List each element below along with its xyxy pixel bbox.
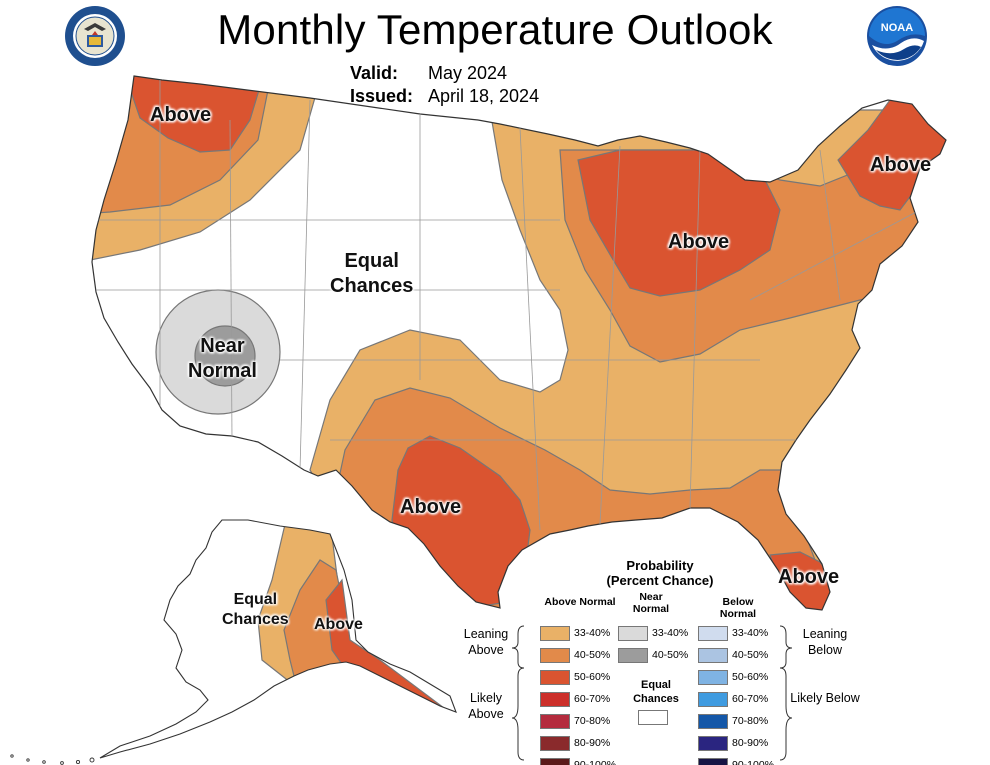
state-boundaries (96, 80, 921, 531)
label-central-equal: Equal Chances (330, 249, 413, 299)
legend-below-swatch (698, 758, 728, 765)
label-alaska-equal-line1: Equal (233, 591, 278, 608)
label-alaska-equal: Equal Chances (222, 590, 289, 630)
legend-above-swatch (540, 736, 570, 751)
legend-above-swatch (540, 626, 570, 641)
legend-near-range-label: 33-40% (652, 627, 689, 639)
label-great-lakes: Above (668, 231, 730, 253)
legend-below-swatch (698, 648, 728, 663)
legend-above-range-label: 70-80% (574, 715, 611, 727)
legend-near-swatch (618, 648, 648, 663)
label-texas: Above (400, 496, 462, 518)
noaa-logo-icon: NOAA (867, 6, 927, 66)
legend-below-swatch (698, 714, 728, 729)
legend-equal-chances: Equal Chances (633, 679, 679, 705)
alaska-probability-shading (257, 520, 456, 721)
valid-value: May 2024 (428, 63, 508, 83)
legend-below-range-label: 90-100% (732, 759, 775, 765)
legend-col-above: Above Normal (544, 596, 616, 608)
legend-above-swatch (540, 758, 570, 765)
legend-leaning-below: Leaning Below (802, 627, 848, 657)
legend-below-swatch (698, 692, 728, 707)
issued-label: Issued: (350, 86, 414, 106)
legend-near-swatch (618, 626, 648, 641)
legend-above-range-label: 80-90% (574, 737, 611, 749)
legend-brackets (511, 625, 793, 761)
label-alaska-equal-line2: Chances (222, 611, 289, 628)
legend-above-swatch (540, 648, 570, 663)
legend-below-range-label: 40-50% (732, 649, 769, 661)
label-northeast: Above (870, 154, 932, 176)
legend-title: Probability (626, 558, 694, 573)
legend-below-range-label: 33-40% (732, 627, 769, 639)
commerce-seal-icon (65, 6, 125, 66)
legend-below-range-label: 50-60% (732, 671, 769, 683)
issued-value: April 18, 2024 (428, 86, 540, 106)
legend-subtitle: (Percent Chance) (606, 573, 714, 588)
legend-above-range-label: 60-70% (574, 693, 611, 705)
label-near-normal-line1: Near (200, 335, 245, 357)
legend-col-below: Below Normal (719, 596, 757, 620)
legend-above-range-label: 33-40% (574, 627, 611, 639)
legend-likely-below: Likely Below (790, 691, 860, 705)
label-northwest: Above (150, 104, 212, 126)
probability-legend: Probability (Percent Chance) Above Norma… (450, 556, 870, 765)
legend-below-range-label: 60-70% (732, 693, 769, 705)
legend-below-range-label: 70-80% (732, 715, 769, 727)
valid-label: Valid: (350, 63, 399, 83)
legend-leaning-above: Leaning Above (463, 627, 509, 657)
legend-above-range-label: 40-50% (574, 649, 611, 661)
label-florida: Above (778, 566, 840, 588)
label-central-equal-line1: Equal (344, 250, 399, 272)
page-title: Monthly Temperature Outlook (217, 6, 773, 53)
legend-above-range-label: 50-60% (574, 671, 611, 683)
legend-col-near: Near Normal (632, 591, 670, 615)
legend-above-range-label: 90-100% (574, 759, 617, 765)
legend-below-swatch (698, 670, 728, 685)
label-central-equal-line2: Chances (330, 275, 414, 297)
legend-swatch-equal (638, 710, 668, 725)
validity-info: Valid: May 2024 Issued: April 18, 2024 (350, 62, 539, 108)
legend-below-swatch (698, 736, 728, 751)
legend-likely-above: Likely Above (468, 691, 504, 721)
legend-near-range-label: 40-50% (652, 649, 689, 661)
noaa-logo-text: NOAA (881, 22, 913, 34)
label-near-normal: Near Normal (188, 334, 257, 384)
label-alaska-above: Above (314, 616, 363, 633)
legend-above-swatch (540, 692, 570, 707)
label-near-normal-line2: Normal (188, 360, 257, 382)
aleutian-islands (10, 754, 95, 765)
legend-above-swatch (540, 670, 570, 685)
legend-below-range-label: 80-90% (732, 737, 769, 749)
legend-below-swatch (698, 626, 728, 641)
legend-above-swatch (540, 714, 570, 729)
